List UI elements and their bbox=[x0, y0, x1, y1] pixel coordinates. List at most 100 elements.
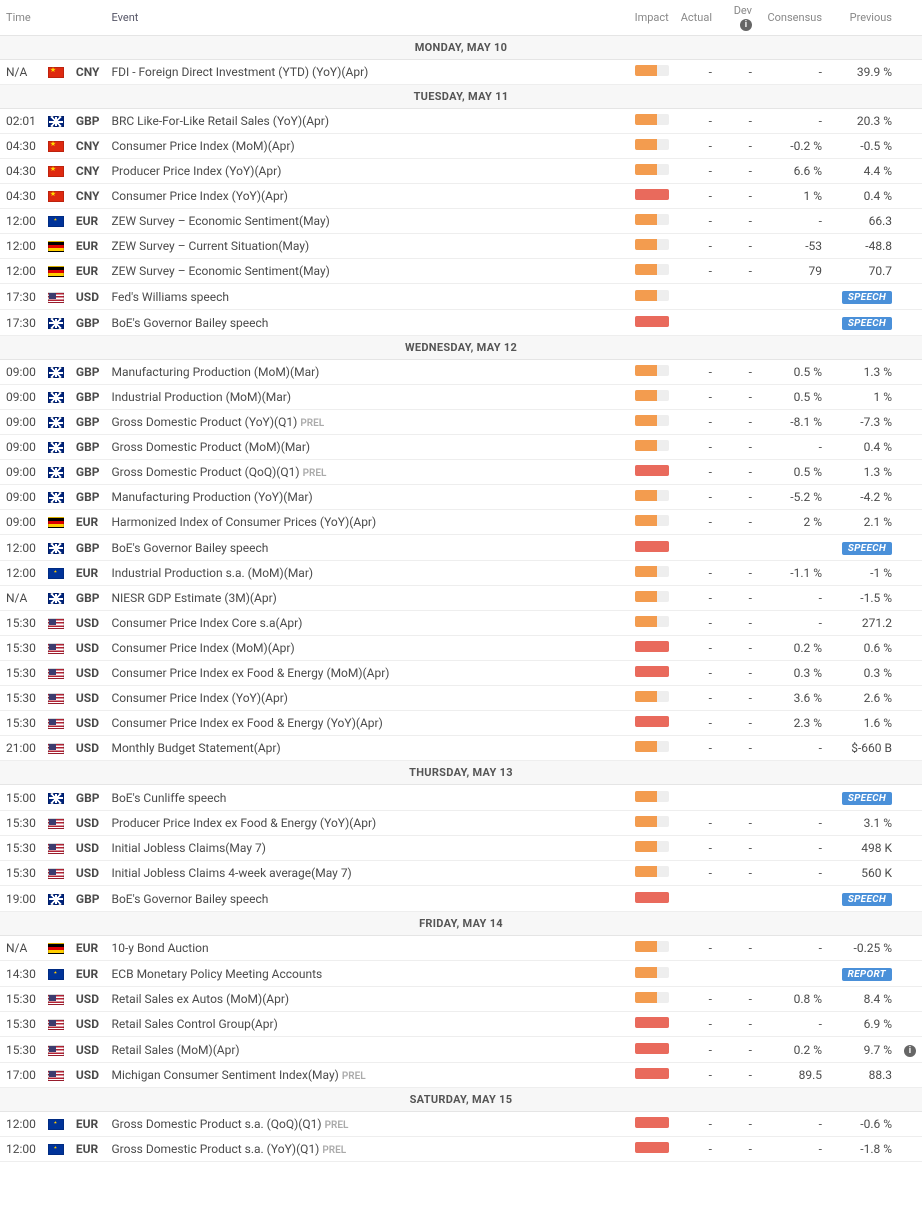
event-row[interactable]: 12:00EURZEW Survey – Current Situation(M… bbox=[0, 234, 922, 259]
event-row[interactable]: 04:30CNYConsumer Price Index (MoM)(Apr)-… bbox=[0, 134, 922, 159]
event-row[interactable]: 15:30USDRetail Sales Control Group(Apr)-… bbox=[0, 1012, 922, 1037]
event-name[interactable]: Gross Domestic Product s.a. (YoY)(Q1) bbox=[111, 1142, 319, 1156]
event-row[interactable]: 12:00GBPBoE's Governor Bailey speechSPEE… bbox=[0, 535, 922, 561]
event-row[interactable]: 12:00EURIndustrial Production s.a. (MoM)… bbox=[0, 561, 922, 586]
event-row[interactable]: 15:30USDConsumer Price Index (YoY)(Apr)-… bbox=[0, 686, 922, 711]
cell-event[interactable]: ZEW Survey – Economic Sentiment(May) bbox=[105, 209, 628, 234]
event-row[interactable]: 15:30USDConsumer Price Index Core s.a(Ap… bbox=[0, 611, 922, 636]
col-actual[interactable]: Actual bbox=[675, 0, 718, 36]
cell-event[interactable]: Consumer Price Index ex Food & Energy (M… bbox=[105, 661, 628, 686]
event-name[interactable]: NIESR GDP Estimate (3M)(Apr) bbox=[111, 591, 276, 605]
event-name[interactable]: Initial Jobless Claims 4-week average(Ma… bbox=[111, 866, 351, 880]
cell-event[interactable]: Manufacturing Production (YoY)(Mar) bbox=[105, 485, 628, 510]
event-row[interactable]: 15:30USDInitial Jobless Claims 4-week av… bbox=[0, 861, 922, 886]
event-name[interactable]: Gross Domestic Product (YoY)(Q1) bbox=[111, 415, 297, 429]
event-row[interactable]: 15:30USDConsumer Price Index ex Food & E… bbox=[0, 711, 922, 736]
event-row[interactable]: 21:00USDMonthly Budget Statement(Apr)---… bbox=[0, 736, 922, 761]
event-name[interactable]: Consumer Price Index ex Food & Energy (Y… bbox=[111, 716, 382, 730]
event-row[interactable]: 09:00GBPGross Domestic Product (MoM)(Mar… bbox=[0, 435, 922, 460]
event-name[interactable]: Industrial Production (MoM)(Mar) bbox=[111, 390, 291, 404]
event-name[interactable]: Manufacturing Production (MoM)(Mar) bbox=[111, 365, 319, 379]
cell-event[interactable]: Consumer Price Index Core s.a(Apr) bbox=[105, 611, 628, 636]
event-row[interactable]: 12:00EURGross Domestic Product s.a. (QoQ… bbox=[0, 1112, 922, 1137]
event-row[interactable]: 02:01GBPBRC Like-For-Like Retail Sales (… bbox=[0, 109, 922, 134]
event-name[interactable]: Gross Domestic Product s.a. (QoQ)(Q1) bbox=[111, 1117, 321, 1131]
cell-event[interactable]: BoE's Cunliffe speech bbox=[105, 785, 628, 811]
event-name[interactable]: BoE's Cunliffe speech bbox=[111, 791, 226, 805]
event-name[interactable]: Michigan Consumer Sentiment Index(May) bbox=[111, 1068, 338, 1082]
cell-event[interactable]: ZEW Survey – Current Situation(May) bbox=[105, 234, 628, 259]
cell-event[interactable]: Consumer Price Index ex Food & Energy (Y… bbox=[105, 711, 628, 736]
col-impact[interactable]: Impact bbox=[629, 0, 675, 36]
cell-event[interactable]: BoE's Governor Bailey speech bbox=[105, 535, 628, 561]
event-name[interactable]: Retail Sales Control Group(Apr) bbox=[111, 1017, 277, 1031]
event-name[interactable]: ZEW Survey – Current Situation(May) bbox=[111, 239, 309, 253]
event-name[interactable]: ZEW Survey – Economic Sentiment(May) bbox=[111, 214, 329, 228]
cell-event[interactable]: BRC Like-For-Like Retail Sales (YoY)(Apr… bbox=[105, 109, 628, 134]
event-row[interactable]: 15:00GBPBoE's Cunliffe speechSPEECH bbox=[0, 785, 922, 811]
event-row[interactable]: 12:00EURZEW Survey – Economic Sentiment(… bbox=[0, 209, 922, 234]
cell-event[interactable]: Monthly Budget Statement(Apr) bbox=[105, 736, 628, 761]
cell-event[interactable]: Initial Jobless Claims(May 7) bbox=[105, 836, 628, 861]
col-dev[interactable]: Dev i bbox=[718, 0, 758, 36]
event-row[interactable]: 09:00GBPManufacturing Production (MoM)(M… bbox=[0, 360, 922, 385]
event-row[interactable]: 15:30USDRetail Sales (MoM)(Apr)--0.2 %9.… bbox=[0, 1037, 922, 1063]
cell-event[interactable]: Retail Sales ex Autos (MoM)(Apr) bbox=[105, 987, 628, 1012]
event-name[interactable]: Producer Price Index ex Food & Energy (Y… bbox=[111, 816, 376, 830]
event-name[interactable]: Retail Sales ex Autos (MoM)(Apr) bbox=[111, 992, 289, 1006]
cell-event[interactable]: Initial Jobless Claims 4-week average(Ma… bbox=[105, 861, 628, 886]
event-name[interactable]: Monthly Budget Statement(Apr) bbox=[111, 741, 280, 755]
event-name[interactable]: Producer Price Index (YoY)(Apr) bbox=[111, 164, 281, 178]
cell-event[interactable]: ECB Monetary Policy Meeting Accounts bbox=[105, 961, 628, 987]
event-row[interactable]: 19:00GBPBoE's Governor Bailey speechSPEE… bbox=[0, 886, 922, 912]
event-row[interactable]: 09:00GBPManufacturing Production (YoY)(M… bbox=[0, 485, 922, 510]
event-name[interactable]: BRC Like-For-Like Retail Sales (YoY)(Apr… bbox=[111, 114, 329, 128]
cell-event[interactable]: Manufacturing Production (MoM)(Mar) bbox=[105, 360, 628, 385]
event-row[interactable]: 04:30CNYConsumer Price Index (YoY)(Apr)-… bbox=[0, 184, 922, 209]
cell-event[interactable]: Harmonized Index of Consumer Prices (YoY… bbox=[105, 510, 628, 535]
cell-event[interactable]: Gross Domestic Product s.a. (YoY)(Q1)PRE… bbox=[105, 1137, 628, 1162]
info-icon[interactable]: i bbox=[904, 1045, 916, 1057]
cell-event[interactable]: Gross Domestic Product s.a. (QoQ)(Q1)PRE… bbox=[105, 1112, 628, 1137]
cell-event[interactable]: Consumer Price Index (MoM)(Apr) bbox=[105, 134, 628, 159]
event-name[interactable]: ZEW Survey – Economic Sentiment(May) bbox=[111, 264, 329, 278]
event-name[interactable]: Gross Domestic Product (MoM)(Mar) bbox=[111, 440, 310, 454]
event-row[interactable]: 15:30USDProducer Price Index ex Food & E… bbox=[0, 811, 922, 836]
event-name[interactable]: Initial Jobless Claims(May 7) bbox=[111, 841, 265, 855]
event-row[interactable]: 04:30CNYProducer Price Index (YoY)(Apr)-… bbox=[0, 159, 922, 184]
event-name[interactable]: Industrial Production s.a. (MoM)(Mar) bbox=[111, 566, 313, 580]
event-name[interactable]: Consumer Price Index Core s.a(Apr) bbox=[111, 616, 302, 630]
cell-event[interactable]: FDI - Foreign Direct Investment (YTD) (Y… bbox=[105, 60, 628, 85]
cell-event[interactable]: Producer Price Index ex Food & Energy (Y… bbox=[105, 811, 628, 836]
cell-event[interactable]: NIESR GDP Estimate (3M)(Apr) bbox=[105, 586, 628, 611]
cell-event[interactable]: Industrial Production s.a. (MoM)(Mar) bbox=[105, 561, 628, 586]
event-row[interactable]: 15:30USDConsumer Price Index ex Food & E… bbox=[0, 661, 922, 686]
event-row[interactable]: 09:00GBPIndustrial Production (MoM)(Mar)… bbox=[0, 385, 922, 410]
cell-event[interactable]: Retail Sales (MoM)(Apr) bbox=[105, 1037, 628, 1063]
col-time[interactable]: Time bbox=[0, 0, 42, 36]
event-row[interactable]: 15:30USDRetail Sales ex Autos (MoM)(Apr)… bbox=[0, 987, 922, 1012]
event-name[interactable]: Manufacturing Production (YoY)(Mar) bbox=[111, 490, 312, 504]
col-event[interactable]: Event bbox=[105, 0, 628, 36]
cell-event[interactable]: ZEW Survey – Economic Sentiment(May) bbox=[105, 259, 628, 284]
cell-event[interactable]: Producer Price Index (YoY)(Apr) bbox=[105, 159, 628, 184]
event-row[interactable]: N/ACNYFDI - Foreign Direct Investment (Y… bbox=[0, 60, 922, 85]
event-row[interactable]: 12:00EURGross Domestic Product s.a. (YoY… bbox=[0, 1137, 922, 1162]
event-name[interactable]: Fed's Williams speech bbox=[111, 290, 229, 304]
cell-event[interactable]: Michigan Consumer Sentiment Index(May)PR… bbox=[105, 1063, 628, 1088]
cell-event[interactable]: Gross Domestic Product (YoY)(Q1)PREL bbox=[105, 410, 628, 435]
event-row[interactable]: 09:00GBPGross Domestic Product (QoQ)(Q1)… bbox=[0, 460, 922, 485]
event-row[interactable]: 17:30USDFed's Williams speechSPEECH bbox=[0, 284, 922, 310]
event-name[interactable]: FDI - Foreign Direct Investment (YTD) (Y… bbox=[111, 65, 368, 79]
cell-event[interactable]: Fed's Williams speech bbox=[105, 284, 628, 310]
event-row[interactable]: 09:00EURHarmonized Index of Consumer Pri… bbox=[0, 510, 922, 535]
event-row[interactable]: 14:30EURECB Monetary Policy Meeting Acco… bbox=[0, 961, 922, 987]
cell-event[interactable]: BoE's Governor Bailey speech bbox=[105, 310, 628, 336]
event-name[interactable]: Consumer Price Index (MoM)(Apr) bbox=[111, 641, 294, 655]
event-name[interactable]: Consumer Price Index ex Food & Energy (M… bbox=[111, 666, 389, 680]
cell-event[interactable]: Consumer Price Index (YoY)(Apr) bbox=[105, 686, 628, 711]
event-row[interactable]: 09:00GBPGross Domestic Product (YoY)(Q1)… bbox=[0, 410, 922, 435]
event-row[interactable]: N/AEUR10-y Bond Auction----0.25 % bbox=[0, 936, 922, 961]
event-name[interactable]: BoE's Governor Bailey speech bbox=[111, 316, 268, 330]
cell-event[interactable]: Consumer Price Index (YoY)(Apr) bbox=[105, 184, 628, 209]
